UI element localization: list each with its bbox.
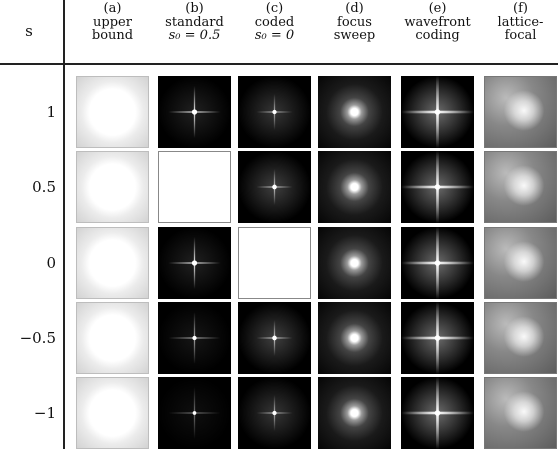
psf-tile-d xyxy=(318,151,391,223)
column-header-d: (d) focus sweep xyxy=(313,2,397,43)
psf-tile-a xyxy=(76,151,149,223)
psf-tile-c xyxy=(238,151,311,223)
psf-tile-d xyxy=(318,302,391,374)
psf-tile-c xyxy=(238,377,311,449)
column-header-f: (f) lattice-focal xyxy=(479,2,558,43)
psf-tile-a xyxy=(76,76,149,148)
psf-tile-e xyxy=(401,151,474,223)
psf-tile-b xyxy=(158,151,231,223)
column-header-a-letter: (a) xyxy=(103,1,122,16)
psf-tile-c xyxy=(238,227,311,299)
column-header-f-line2: focal xyxy=(504,28,537,43)
psf-tile-a xyxy=(76,302,149,374)
column-header-e: (e) wavefront coding xyxy=(396,2,480,43)
column-header-f-line1: lattice- xyxy=(497,14,544,30)
psf-tile-e xyxy=(401,227,474,299)
psf-tile-c xyxy=(238,302,311,374)
column-header-e-line1: wavefront xyxy=(404,14,471,30)
column-header-e-line2: coding xyxy=(415,28,460,43)
row-label: 0 xyxy=(46,254,56,272)
column-header-d-letter: (d) xyxy=(345,1,364,16)
row-label: 0.5 xyxy=(32,178,56,196)
row-label: −0.5 xyxy=(19,329,56,347)
column-header-c-line2: s₀ = 0 xyxy=(254,28,295,43)
row-label: 1 xyxy=(46,103,56,121)
psf-tile-b xyxy=(158,227,231,299)
psf-tile-f xyxy=(484,377,557,449)
column-header-d-line2: sweep xyxy=(333,28,376,43)
psf-tile-e xyxy=(401,76,474,148)
column-header-a-line1: upper xyxy=(93,14,132,30)
psf-tile-d xyxy=(318,76,391,148)
psf-tile-f xyxy=(484,302,557,374)
column-header-f-letter: (f) xyxy=(513,1,528,16)
psf-tile-a xyxy=(76,227,149,299)
psf-tile-f xyxy=(484,151,557,223)
column-header-c-letter: (c) xyxy=(265,1,284,16)
psf-tile-b xyxy=(158,302,231,374)
psf-tile-d xyxy=(318,227,391,299)
vertical-rule xyxy=(63,0,65,449)
horizontal-rule xyxy=(0,63,558,65)
column-header-b-letter: (b) xyxy=(185,1,204,16)
psf-tile-f xyxy=(484,76,557,148)
column-header-c: (c) coded s₀ = 0 xyxy=(233,2,317,43)
psf-tile-d xyxy=(318,377,391,449)
column-header-c-line1: coded xyxy=(254,14,295,30)
psf-tile-f xyxy=(484,227,557,299)
row-header-s: s xyxy=(25,22,33,40)
column-header-e-letter: (e) xyxy=(428,1,447,16)
row-label: −1 xyxy=(33,404,56,422)
column-header-b: (b) standard s₀ = 0.5 xyxy=(153,2,237,43)
psf-tile-e xyxy=(401,302,474,374)
column-header-a: (a) upper bound xyxy=(71,2,155,43)
psf-tile-a xyxy=(76,377,149,449)
column-header-b-line1: standard xyxy=(165,14,224,30)
psf-tile-c xyxy=(238,76,311,148)
psf-tile-e xyxy=(401,377,474,449)
psf-tile-b xyxy=(158,76,231,148)
column-header-a-line2: bound xyxy=(91,28,134,43)
psf-tile-b xyxy=(158,377,231,449)
column-header-d-line1: focus xyxy=(337,14,372,30)
column-header-b-line2: s₀ = 0.5 xyxy=(168,28,221,43)
